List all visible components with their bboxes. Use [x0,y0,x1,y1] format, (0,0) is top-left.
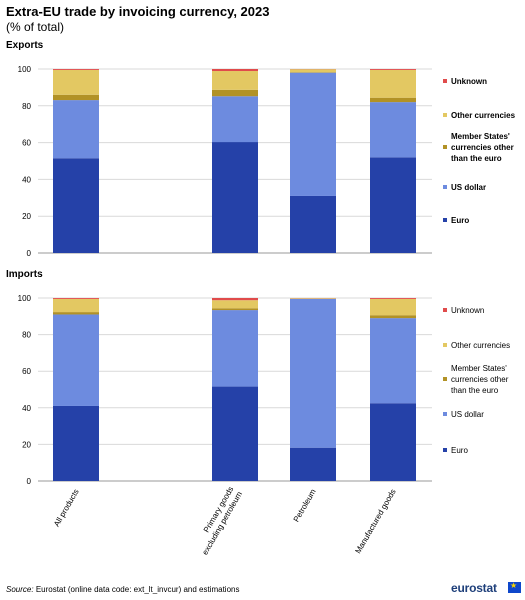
x-tick-label: All products [52,488,81,529]
source-text: Eurostat (online data code: ext_lt_invcu… [35,585,240,594]
legend-swatch [443,448,447,452]
bar-segment [53,314,99,406]
legend-label: Member States' currencies other than the e… [451,364,509,395]
y-tick-label: 0 [27,477,32,486]
bar-segment [53,158,99,253]
bar-segment [212,308,258,311]
y-tick-label: 20 [22,440,31,449]
bar-segment [53,100,99,159]
legend-swatch [443,308,447,312]
bar-segment [290,72,336,73]
y-tick-label: 40 [22,404,31,413]
bar-segment [53,69,99,95]
bar-segment [212,142,258,253]
legend-label: Euro [451,446,468,455]
bar-segment [290,72,336,196]
bar-segment [53,69,99,70]
bar-segment [212,96,258,143]
bar-segment [290,298,336,448]
bar-segment [370,157,416,253]
legend-swatch [443,145,447,149]
bar-segment [370,298,416,299]
y-tick-label: 100 [18,294,32,303]
bar-segment [290,447,336,481]
source-note: Source: Eurostat (online data code: ext_… [6,585,239,594]
y-tick-label: 80 [22,102,31,111]
legend-label: Other currencies [451,341,510,350]
bar-segment [290,69,336,73]
y-tick-label: 40 [22,175,31,184]
bar-segment [212,89,258,97]
y-tick-label: 0 [27,249,32,258]
logo-text: eurostat [451,581,497,595]
legend-swatch [443,113,447,117]
bar-segment [370,315,416,319]
legend-label: US dollar [451,183,486,192]
bar-segment [53,298,99,313]
y-tick-label: 60 [22,139,31,148]
panel-title: Imports [6,269,43,280]
bar-segment [212,298,258,301]
legend-label: Other currencies [451,111,516,120]
bar-segment [212,300,258,309]
bar-segment [53,94,99,101]
y-tick-label: 20 [22,212,31,221]
legend-swatch [443,377,447,381]
bar-segment [53,405,99,481]
chart-title: Extra-EU trade by invoicing currency, 20… [6,4,270,19]
x-tick-label: Petroleum [292,487,318,523]
y-tick-label: 60 [22,367,31,376]
bar-segment [290,298,336,299]
bar-segment [53,298,99,299]
x-tick-label: Primary goodsexcluding petroleum [192,485,244,557]
bar-segment [370,102,416,158]
bar-segment [370,318,416,404]
eu-flag-icon [508,581,521,593]
eurostat-logo: eurostat [451,581,521,595]
bar-segment [53,312,99,315]
chart-subtitle: (% of total) [6,20,65,34]
bar-segment [370,403,416,481]
bar-segment [370,69,416,98]
legend-label: Unknown [451,77,487,86]
legend-swatch [443,185,447,189]
y-tick-label: 100 [18,65,32,74]
legend-swatch [443,412,447,416]
source-label: Source: [6,585,34,594]
legend-label: Unknown [451,306,484,315]
bar-segment [290,195,336,253]
legend-label: Member States' currencies other than the e… [451,132,514,163]
bar-segment [370,298,416,316]
legend-label: US dollar [451,410,484,419]
panel-title: Exports [6,40,44,51]
bar-segment [370,97,416,103]
legend-swatch [443,218,447,222]
bar-segment [212,386,258,481]
bar-segment [212,310,258,387]
bar-segment [212,69,258,72]
bar-segment [212,71,258,90]
bar-segment [370,69,416,70]
y-tick-label: 80 [22,331,31,340]
x-tick-label: Manufactured goods [353,488,397,556]
legend-swatch [443,343,447,347]
legend-label: Euro [451,216,469,225]
legend-swatch [443,79,447,83]
